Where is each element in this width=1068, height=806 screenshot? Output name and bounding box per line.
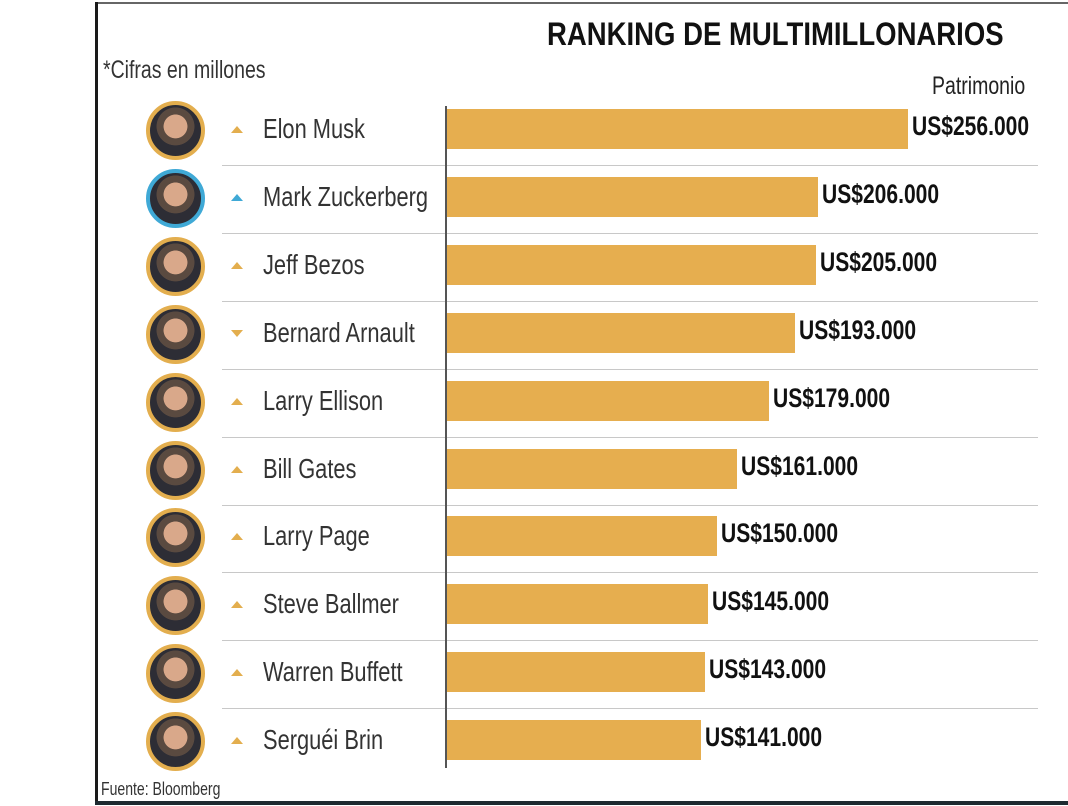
data-label: US$161.000 bbox=[740, 450, 859, 481]
data-label: US$143.000 bbox=[708, 654, 826, 685]
category-label: Jeff Bezos bbox=[263, 248, 365, 280]
category-label: Mark Zuckerberg bbox=[263, 180, 429, 212]
data-label: US$150.000 bbox=[721, 518, 839, 549]
bar-row: Mark Zuckerberg US$206.000 bbox=[0, 164, 1068, 234]
trend-up-icon bbox=[231, 533, 243, 541]
bar bbox=[447, 176, 818, 217]
avatar bbox=[146, 168, 205, 228]
bar-row: Larry Page US$150.000 bbox=[0, 503, 1068, 574]
bar bbox=[447, 380, 770, 421]
category-label: Bill Gates bbox=[263, 452, 357, 484]
bar bbox=[447, 109, 908, 149]
avatar bbox=[146, 101, 205, 160]
data-label: US$193.000 bbox=[798, 314, 916, 345]
category-label: Serguéi Brin bbox=[263, 724, 384, 756]
category-label: Larry Ellison bbox=[263, 384, 384, 416]
baseline-axis bbox=[445, 106, 447, 768]
bar-row: Elon Musk US$256.000 bbox=[0, 96, 1068, 166]
bar-row: Warren Buffett US$143.000 bbox=[0, 639, 1068, 710]
data-label: US$141.000 bbox=[704, 722, 823, 753]
bar-row: Bernard Arnault US$193.000 bbox=[0, 300, 1068, 370]
data-label: US$145.000 bbox=[712, 586, 830, 617]
bar-row: Serguéi Brin US$141.000 bbox=[0, 707, 1068, 775]
category-label: Elon Musk bbox=[263, 113, 365, 144]
row-separator bbox=[222, 640, 1038, 642]
trend-up-icon bbox=[231, 261, 243, 269]
value-axis-label: Patrimonio bbox=[932, 72, 1026, 100]
avatar bbox=[146, 644, 205, 704]
bar-row: Bill Gates US$161.000 bbox=[0, 436, 1068, 506]
avatar bbox=[146, 712, 205, 772]
row-separator bbox=[222, 232, 1038, 234]
chart-subtitle: *Cifras en millones bbox=[103, 56, 266, 84]
avatar bbox=[146, 372, 205, 432]
bar bbox=[447, 312, 795, 353]
category-label: Steve Ballmer bbox=[263, 588, 399, 620]
bar bbox=[447, 448, 737, 489]
frame-border-left bbox=[95, 2, 98, 803]
trend-up-icon bbox=[231, 126, 243, 133]
trend-up-icon bbox=[231, 397, 243, 405]
bar-row: Larry Ellison US$179.000 bbox=[0, 368, 1068, 438]
data-label: US$179.000 bbox=[773, 382, 891, 413]
bar bbox=[447, 516, 718, 557]
row-separator bbox=[222, 165, 1038, 166]
avatar bbox=[146, 440, 205, 500]
avatar bbox=[146, 304, 205, 364]
chart-title: RANKING DE MULTIMILLONARIOS bbox=[547, 16, 1004, 52]
row-separator bbox=[222, 708, 1038, 710]
frame-border-top bbox=[98, 2, 1068, 4]
bar bbox=[447, 652, 705, 693]
source-note: Fuente: Bloomberg bbox=[101, 779, 221, 799]
trend-up-icon bbox=[231, 465, 243, 473]
trend-down-icon bbox=[231, 329, 243, 337]
avatar bbox=[146, 576, 205, 636]
trend-up-icon bbox=[231, 669, 243, 677]
trend-up-icon bbox=[231, 193, 243, 201]
row-separator bbox=[222, 300, 1038, 302]
bar-row: Jeff Bezos US$205.000 bbox=[0, 232, 1068, 302]
avatar bbox=[146, 236, 205, 296]
row-separator bbox=[222, 368, 1038, 370]
bar bbox=[447, 720, 701, 761]
bar-row: Steve Ballmer US$145.000 bbox=[0, 571, 1068, 642]
row-separator bbox=[222, 572, 1038, 574]
category-label: Larry Page bbox=[263, 520, 370, 552]
data-label: US$205.000 bbox=[820, 246, 938, 277]
row-separator bbox=[222, 504, 1038, 506]
bar bbox=[447, 244, 817, 285]
trend-up-icon bbox=[231, 737, 243, 745]
data-label: US$206.000 bbox=[821, 178, 940, 209]
row-separator bbox=[222, 436, 1038, 438]
bar bbox=[447, 584, 709, 625]
trend-up-icon bbox=[231, 601, 243, 609]
frame-border-bottom bbox=[95, 801, 1068, 805]
data-label: US$256.000 bbox=[912, 111, 1030, 141]
avatar bbox=[146, 508, 205, 568]
category-label: Bernard Arnault bbox=[263, 316, 415, 348]
category-label: Warren Buffett bbox=[263, 656, 403, 688]
